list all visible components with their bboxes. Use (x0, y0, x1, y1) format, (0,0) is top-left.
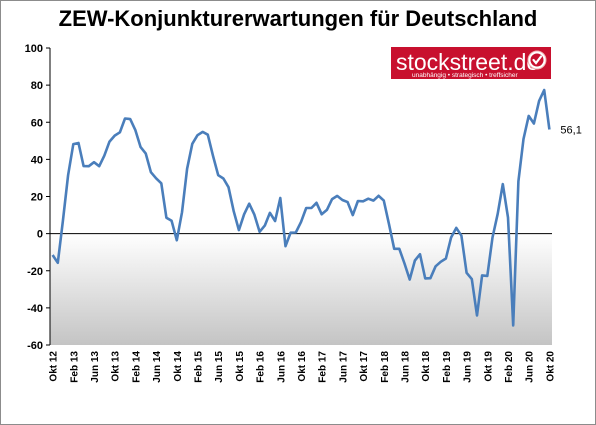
x-tick-label: Jun 13 (90, 351, 101, 383)
end-value-label: 56,1 (560, 124, 581, 136)
x-tick-label: Feb 17 (318, 351, 329, 383)
x-tick-label: Jun 15 (214, 351, 225, 383)
y-tick-label: 60 (31, 117, 43, 129)
x-tick-label: Feb 19 (442, 351, 453, 383)
x-tick-label: Feb 13 (69, 351, 80, 383)
y-tick-label: -20 (27, 266, 43, 278)
chart-title: ZEW-Konjunkturerwartungen für Deutschlan… (58, 6, 538, 31)
x-tick-label: Feb 16 (256, 351, 267, 383)
checkmark-badge-icon (527, 50, 547, 70)
x-tick-label: Jun 18 (401, 351, 412, 383)
y-tick-label: 40 (31, 154, 43, 166)
y-tick-label: 20 (31, 192, 43, 204)
y-tick-label: -40 (27, 303, 43, 315)
x-tick-label: Okt 18 (421, 351, 432, 382)
x-tick-label: Jun 17 (338, 351, 349, 383)
brand-logo[interactable]: stockstreet.de unabhängig • strategisch … (391, 47, 551, 79)
y-axis-ticks: 100 80 60 40 20 0 -20 -40 -60 (25, 43, 50, 352)
x-axis-ticks: Okt 12 Feb 13 Jun 13 Okt 13 Feb 14 Jun 14 Okt … (49, 351, 557, 383)
x-tick-label: Feb 15 (193, 351, 204, 383)
y-tick-label: -60 (27, 340, 43, 352)
series-group (51, 88, 551, 327)
x-tick-label: Okt 15 (235, 351, 246, 382)
x-tick-label: Okt 19 (483, 351, 494, 382)
x-tick-label: Feb 18 (380, 351, 391, 383)
x-tick-label: Okt 14 (173, 351, 184, 382)
x-tick-label: Okt 12 (49, 351, 60, 382)
x-tick-label: Jun 19 (463, 351, 474, 383)
negative-area-shading (50, 233, 552, 345)
x-tick-label: Okt 16 (297, 351, 308, 382)
x-tick-label: Jun 16 (276, 351, 287, 383)
series-line (51, 88, 551, 327)
y-tick-label: 100 (25, 43, 43, 55)
brand-name: stockstreet.de (396, 49, 539, 75)
x-tick-label: Okt 13 (111, 351, 122, 382)
x-tick-label: Feb 20 (504, 351, 515, 383)
x-tick-label: Okt 17 (359, 351, 370, 382)
x-tick-label: Okt 20 (545, 351, 556, 382)
brand-tagline: unabhängig • strategisch • treffsicher (412, 72, 518, 79)
x-tick-label: Jun 14 (152, 351, 163, 383)
y-tick-label: 80 (31, 80, 43, 92)
x-tick-label: Jun 20 (525, 351, 536, 383)
x-tick-label: Feb 14 (131, 351, 142, 383)
brand-box (391, 47, 551, 79)
y-tick-label: 0 (37, 229, 43, 241)
